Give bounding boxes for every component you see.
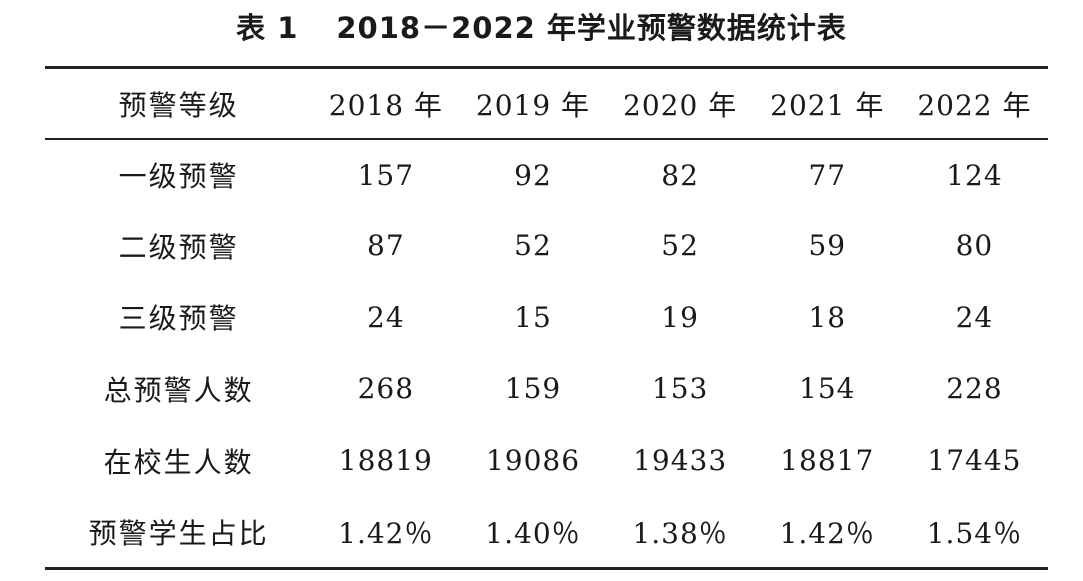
table-cell: 19 bbox=[661, 300, 699, 334]
row-label: 在校生人数 bbox=[103, 445, 254, 479]
table-cell: 52 bbox=[661, 229, 699, 263]
table-row: 二级预警 87 52 52 59 80 bbox=[45, 210, 1048, 282]
bottom-rule bbox=[45, 567, 1048, 570]
table-cell: 18819 bbox=[338, 444, 433, 478]
table-cell: 124 bbox=[946, 158, 1003, 192]
table-cell: 17445 bbox=[927, 444, 1022, 478]
table-cell: 24 bbox=[955, 300, 994, 334]
table-cell: 18817 bbox=[780, 444, 875, 478]
table-cell: 77 bbox=[808, 158, 847, 192]
table-caption: 表 1 2018－2022 年学业预警数据统计表 bbox=[0, 8, 1083, 48]
header-year-2019: 2019 年 bbox=[459, 69, 607, 140]
row-label: 三级预警 bbox=[118, 302, 239, 336]
table-cell: 154 bbox=[799, 372, 856, 406]
table-cell: 159 bbox=[504, 372, 562, 406]
table-cell: 19086 bbox=[485, 444, 581, 478]
table-cell: 1.42％ bbox=[338, 517, 434, 551]
table-cell: 268 bbox=[357, 372, 415, 406]
table-row: 三级预警 24 15 19 18 24 bbox=[45, 282, 1048, 354]
table-cell: 228 bbox=[946, 372, 1003, 406]
warning-statistics-table: 预警等级 2018 年 2019 年 2020 年 2021 年 2022 年 … bbox=[45, 69, 1048, 568]
row-label: 二级预警 bbox=[118, 230, 239, 264]
table-cell: 15 bbox=[514, 300, 552, 334]
table-number: 表 1 bbox=[236, 11, 299, 45]
header-warning-level: 预警等级 bbox=[45, 69, 313, 140]
table-row: 预警学生占比 1.42％ 1.40％ 1.38％ 1.42％ 1.54％ bbox=[45, 496, 1048, 568]
header-row: 预警等级 2018 年 2019 年 2020 年 2021 年 2022 年 bbox=[45, 69, 1048, 140]
table-cell: 18 bbox=[808, 300, 847, 334]
table-cell: 153 bbox=[651, 372, 709, 406]
table-title: 2018－2022 年学业预警数据统计表 bbox=[336, 11, 847, 45]
top-rule bbox=[45, 66, 1048, 69]
table-cell: 24 bbox=[367, 300, 405, 334]
table-cell: 87 bbox=[367, 229, 405, 263]
table-cell: 92 bbox=[514, 158, 552, 192]
table-cell: 1.40％ bbox=[485, 517, 581, 551]
table-cell: 19433 bbox=[633, 444, 728, 478]
table-cell: 1.54％ bbox=[926, 517, 1023, 551]
table-cell: 59 bbox=[808, 229, 847, 263]
table-cell: 80 bbox=[955, 229, 994, 263]
table-cell: 1.38％ bbox=[632, 517, 728, 551]
row-label: 一级预警 bbox=[118, 160, 239, 193]
table-row: 总预警人数 268 159 153 154 228 bbox=[45, 353, 1048, 425]
table-cell: 82 bbox=[661, 158, 699, 192]
row-label: 预警学生占比 bbox=[88, 517, 269, 551]
header-year-2022: 2022 年 bbox=[900, 69, 1048, 140]
header-year-2020: 2020 年 bbox=[606, 69, 754, 140]
table-row: 在校生人数 18819 19086 19433 18817 17445 bbox=[45, 425, 1048, 497]
table-row: 一级预警 157 92 82 77 124 bbox=[45, 139, 1048, 210]
row-label: 总预警人数 bbox=[103, 373, 254, 407]
header-year-2021: 2021 年 bbox=[753, 69, 901, 140]
table-cell: 157 bbox=[357, 158, 415, 192]
table-cell: 52 bbox=[514, 229, 552, 263]
header-year-2018: 2018 年 bbox=[312, 69, 460, 140]
table-cell: 1.42％ bbox=[779, 517, 875, 551]
